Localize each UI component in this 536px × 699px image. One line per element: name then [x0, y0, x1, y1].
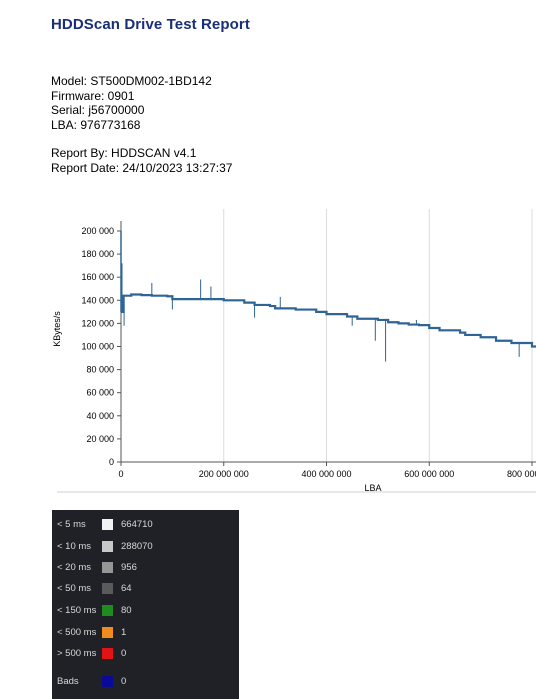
legend-row: < 20 ms 956 [52, 560, 239, 576]
legend-row: < 10 ms 288070 [52, 539, 239, 555]
y-axis-label: KBytes/s [52, 311, 62, 347]
legend-count: 64 [121, 583, 132, 594]
speed-data-point [243, 302, 245, 304]
report-title: HDDScan Drive Test Report [51, 16, 250, 33]
legend-row: < 5 ms 664710 [52, 517, 239, 533]
legend-row: < 150 ms 80 [52, 603, 239, 619]
legend-row: < 50 ms 64 [52, 581, 239, 597]
legend-row: < 500 ms 1 [52, 625, 239, 641]
speed-data-point [187, 298, 189, 300]
speed-data-point [408, 323, 410, 326]
report-info: Report By: HDDSCAN v4.1 Report Date: 24/… [51, 146, 232, 175]
speed-data-point [531, 345, 533, 348]
speed-data-point [438, 329, 441, 331]
y-tick-label: 140 000 [81, 295, 114, 305]
legend-swatch [102, 605, 113, 616]
legend-count: 1 [121, 627, 127, 638]
legend-count: 0 [121, 676, 127, 687]
legend-count: 0 [121, 648, 127, 659]
speed-data-point [387, 321, 389, 323]
legend-label: > 500 ms [57, 648, 97, 659]
legend-row: Bads 0 [52, 674, 239, 690]
legend-swatch [102, 583, 113, 594]
speed-data-point [459, 332, 461, 334]
y-tick-label: 120 000 [81, 318, 114, 328]
y-tick-label: 20 000 [86, 434, 114, 444]
x-axis-label: LBA [364, 483, 381, 493]
speed-series-line [121, 293, 536, 348]
speed-data-point [480, 336, 482, 338]
speed-data-point [356, 318, 358, 320]
speed-data-point [464, 334, 466, 336]
legend-label: < 10 ms [57, 541, 92, 552]
x-tick-label: 0 [118, 469, 123, 479]
speed-data-point [495, 340, 497, 342]
speed-data-point [223, 299, 225, 301]
speed-data-point [510, 342, 513, 344]
legend-count: 664710 [121, 519, 153, 530]
speed-chart: 0 20 000 40 000 60 000 80 000 100 000 120 000 1… [52, 209, 536, 493]
legend-label: Bads [57, 676, 79, 687]
speed-data-point [346, 315, 348, 318]
model-line: Model: ST500DM002-1BD142 [51, 74, 212, 88]
y-tick-label: 200 000 [81, 226, 114, 236]
legend-swatch [102, 541, 113, 552]
drive-info: Model: ST500DM002-1BD142 Firmware: 0901 … [51, 74, 212, 132]
speed-data-point [274, 307, 276, 309]
lba-line: LBA: 976773168 [51, 117, 141, 132]
speed-data-point [140, 294, 143, 296]
legend-swatch [102, 648, 113, 659]
speed-data-point [130, 293, 132, 296]
legend-label: < 150 ms [57, 605, 97, 616]
speed-data-point [428, 327, 430, 329]
y-tick-label: 160 000 [81, 272, 114, 282]
speed-data-point [377, 319, 379, 321]
legend-swatch [102, 676, 113, 687]
speed-data-point [418, 324, 420, 326]
legend-row: > 500 ms 0 [52, 646, 239, 662]
legend-swatch [102, 627, 113, 638]
legend-swatch [102, 562, 113, 573]
speed-data-point [295, 308, 297, 311]
serial-line: Serial: j56700000 [51, 103, 145, 117]
firmware-line: Firmware: 0901 [51, 88, 135, 103]
y-tick-label: 40 000 [86, 411, 114, 421]
speed-data-point [166, 295, 168, 297]
y-tick-label: 100 000 [81, 342, 114, 352]
legend-label: < 5 ms [57, 519, 86, 530]
x-tick-label: 600 000 000 [404, 469, 454, 479]
speed-data-point [202, 298, 204, 300]
legend-label: < 20 ms [57, 562, 92, 573]
legend-label: < 500 ms [57, 627, 97, 638]
legend-label: < 50 ms [57, 583, 92, 594]
legend-count: 80 [121, 605, 132, 616]
y-tick-label: 80 000 [86, 365, 114, 375]
speed-data-point [325, 313, 328, 315]
x-tick-label: 800 000 000 [507, 469, 536, 479]
y-tick-label: 180 000 [81, 249, 114, 259]
speed-data-point [315, 311, 317, 313]
speed-data-point [269, 305, 271, 307]
legend-swatch [102, 519, 113, 530]
legend-count: 956 [121, 562, 137, 573]
report-date-line: Report Date: 24/10/2023 13:27:37 [51, 160, 233, 175]
legend-count: 288070 [121, 541, 153, 552]
x-tick-label: 400 000 000 [301, 469, 351, 479]
speed-data-point [397, 322, 400, 324]
latency-legend: < 5 ms 664710 < 10 ms 288070 < 20 ms 956 < 50 … [52, 510, 239, 699]
y-tick-label: 60 000 [86, 388, 114, 398]
x-tick-label: 200 000 000 [199, 469, 249, 479]
report-by-line: Report By: HDDSCAN v4.1 [51, 146, 197, 160]
y-tick-label: 0 [109, 457, 114, 467]
